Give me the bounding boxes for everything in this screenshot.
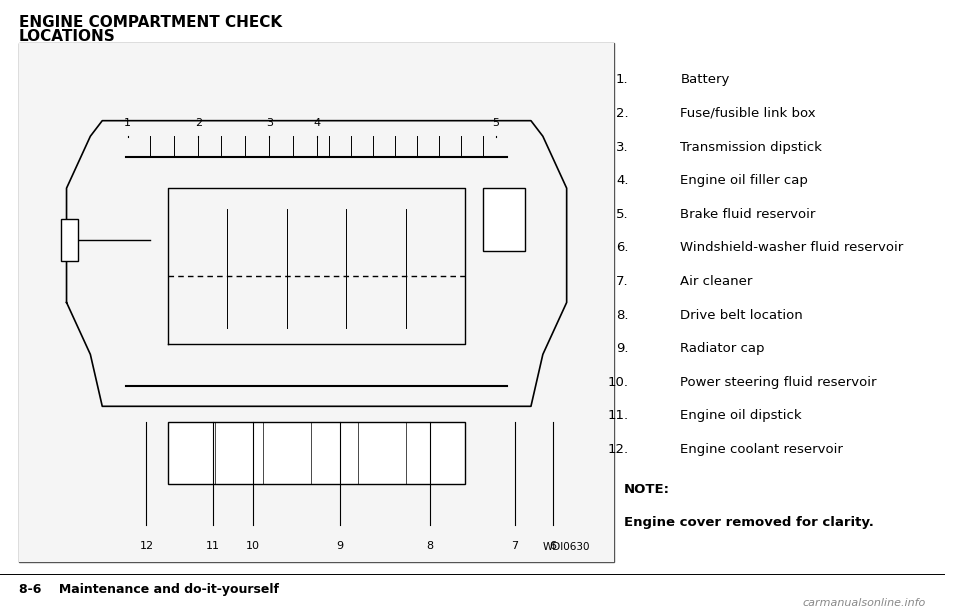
Text: 10.: 10. (608, 376, 629, 389)
Text: Engine cover removed for clarity.: Engine cover removed for clarity. (624, 516, 874, 529)
Text: WDI0630: WDI0630 (543, 542, 590, 552)
Text: 1.: 1. (616, 73, 629, 86)
Text: 6.: 6. (616, 241, 629, 254)
Text: Radiator cap: Radiator cap (681, 342, 765, 355)
Text: Windshield-washer fluid reservoir: Windshield-washer fluid reservoir (681, 241, 903, 254)
Text: 5.: 5. (616, 208, 629, 221)
Text: 6: 6 (549, 541, 557, 551)
Text: 2: 2 (195, 119, 202, 128)
Bar (60, 219, 79, 261)
Text: Engine oil filler cap: Engine oil filler cap (681, 174, 808, 187)
Text: 9.: 9. (616, 342, 629, 355)
Text: 3: 3 (266, 119, 273, 128)
FancyBboxPatch shape (19, 43, 614, 562)
Text: 10: 10 (247, 541, 260, 551)
Text: carmanualsonline.info: carmanualsonline.info (803, 598, 926, 608)
Text: 8-6    Maintenance and do-it-yourself: 8-6 Maintenance and do-it-yourself (19, 583, 279, 596)
Text: 8.: 8. (616, 309, 629, 321)
Text: 11: 11 (205, 541, 220, 551)
Bar (168, 422, 466, 484)
Text: NOTE:: NOTE: (624, 483, 670, 496)
Text: Transmission dipstick: Transmission dipstick (681, 141, 823, 153)
Text: 12: 12 (139, 541, 154, 551)
Bar (483, 188, 525, 251)
Text: 3.: 3. (616, 141, 629, 153)
Text: Engine coolant reservoir: Engine coolant reservoir (681, 443, 843, 456)
Text: 4: 4 (313, 119, 321, 128)
Text: 4.: 4. (616, 174, 629, 187)
Bar (19, 43, 614, 562)
Text: Air cleaner: Air cleaner (681, 275, 753, 288)
Text: 5: 5 (492, 119, 499, 128)
Text: 9: 9 (337, 541, 344, 551)
Text: LOCATIONS: LOCATIONS (19, 29, 115, 45)
Text: 11.: 11. (608, 409, 629, 422)
Text: Brake fluid reservoir: Brake fluid reservoir (681, 208, 816, 221)
Text: 7: 7 (512, 541, 518, 551)
Text: 2.: 2. (616, 107, 629, 120)
Text: 7.: 7. (616, 275, 629, 288)
Text: 8: 8 (426, 541, 434, 551)
Text: 1: 1 (124, 119, 132, 128)
Text: Engine oil dipstick: Engine oil dipstick (681, 409, 802, 422)
Text: ENGINE COMPARTMENT CHECK: ENGINE COMPARTMENT CHECK (19, 15, 282, 31)
Text: Battery: Battery (681, 73, 730, 86)
Text: Fuse/fusible link box: Fuse/fusible link box (681, 107, 816, 120)
Text: Drive belt location: Drive belt location (681, 309, 804, 321)
Text: 12.: 12. (608, 443, 629, 456)
Text: Power steering fluid reservoir: Power steering fluid reservoir (681, 376, 876, 389)
